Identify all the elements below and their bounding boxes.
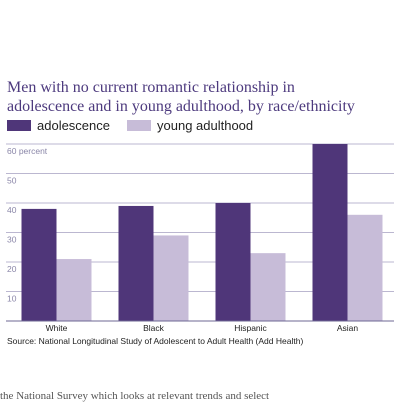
- chart-legend: adolescence young adulthood: [7, 118, 387, 136]
- y-tick-label-40: 40: [7, 205, 17, 215]
- legend-swatch-young-adulthood: [127, 120, 151, 131]
- legend-swatch-adolescence: [7, 120, 31, 131]
- chart-title: Men with no current romantic relationshi…: [7, 78, 355, 116]
- bar-hispanic-adolescence: [215, 203, 251, 321]
- x-tick-label-hispanic: Hispanic: [234, 323, 267, 333]
- bar-white-young-adulthood: [56, 259, 92, 321]
- x-tick-label-white: White: [46, 323, 68, 333]
- bar-asian-adolescence: [312, 144, 348, 321]
- legend-label-adolescence: adolescence: [37, 118, 110, 133]
- body-text-fragment: the National Survey which looks at relev…: [0, 390, 270, 402]
- legend-label-young-adulthood: young adulthood: [157, 118, 254, 133]
- chart-source-note: Source: National Longitudinal Study of A…: [7, 336, 304, 346]
- x-tick-label-black: Black: [143, 323, 165, 333]
- y-tick-label-10: 10: [7, 294, 17, 304]
- chart-title-line-2: adolescence and in young adulthood, by r…: [7, 98, 355, 115]
- bar-white-adolescence: [21, 208, 57, 321]
- bar-asian-young-adulthood: [347, 214, 383, 321]
- chart-title-line-1: Men with no current romantic relationshi…: [7, 79, 295, 96]
- x-tick-label-asian: Asian: [337, 323, 359, 333]
- y-tick-label-20: 20: [7, 264, 17, 274]
- legend-item-adolescence: adolescence: [7, 118, 110, 133]
- y-tick-label-50: 50: [7, 176, 17, 186]
- bar-black-adolescence: [118, 205, 154, 321]
- bar-hispanic-young-adulthood: [250, 253, 286, 321]
- bar-black-young-adulthood: [153, 235, 189, 321]
- y-tick-label-60: 60 percent: [7, 146, 48, 156]
- y-tick-label-30: 30: [7, 235, 17, 245]
- legend-item-young-adulthood: young adulthood: [127, 118, 253, 133]
